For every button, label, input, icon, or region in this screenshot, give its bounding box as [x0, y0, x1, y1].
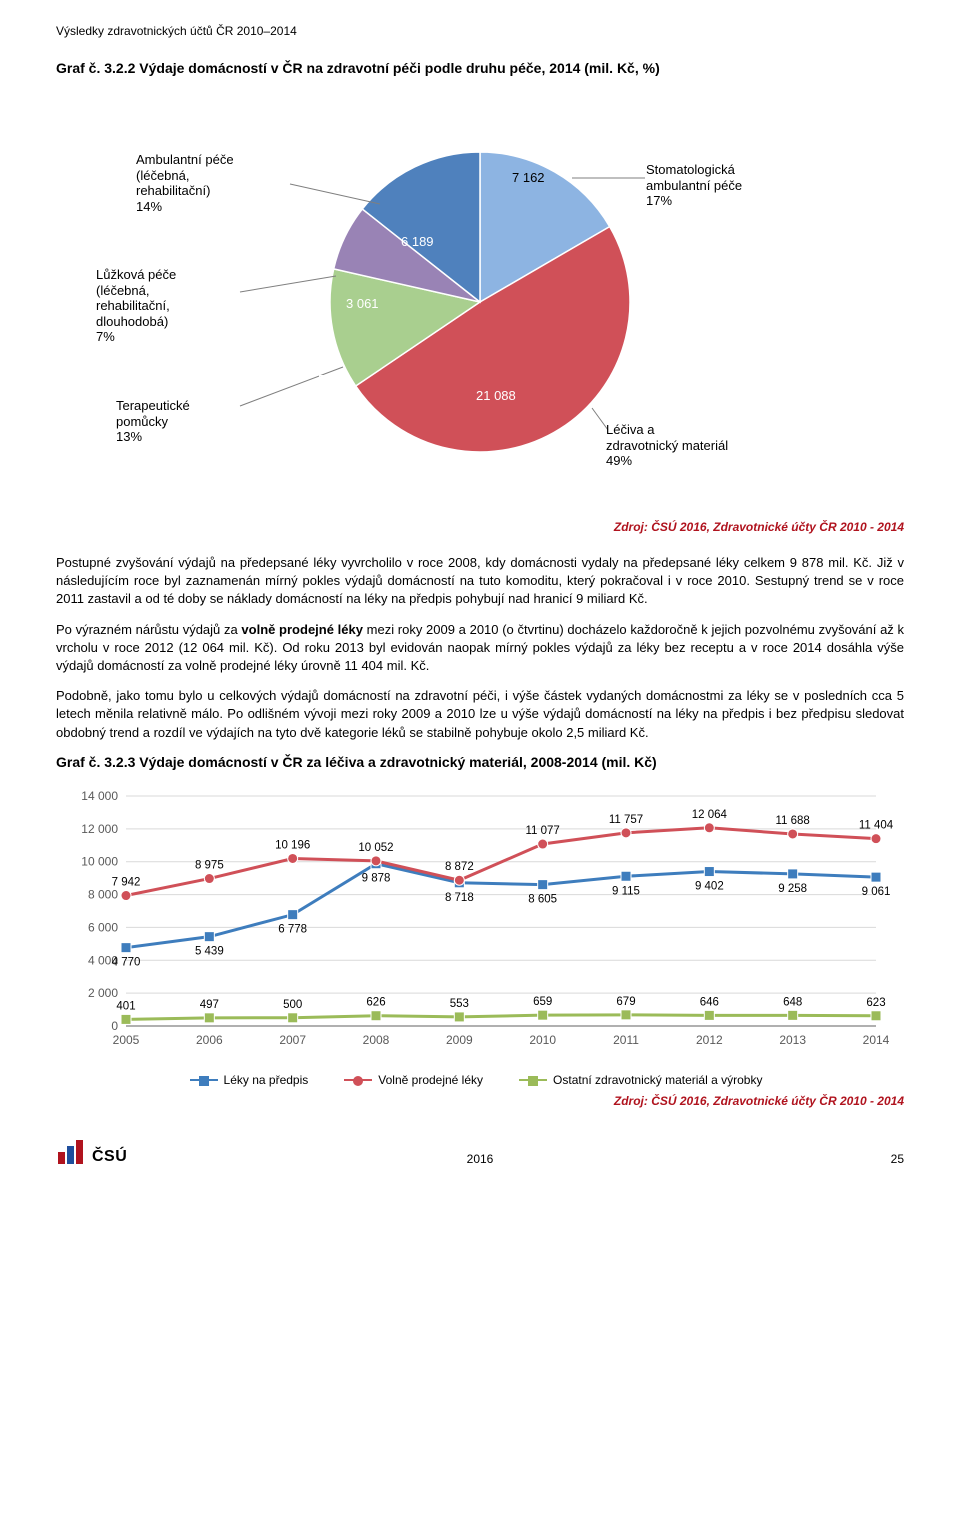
- svg-text:2 000: 2 000: [88, 986, 118, 1000]
- pie-value: 7 162: [512, 170, 545, 185]
- svg-text:2011: 2011: [613, 1033, 639, 1047]
- svg-text:11 077: 11 077: [526, 825, 560, 837]
- svg-text:10 196: 10 196: [275, 839, 310, 851]
- svg-text:497: 497: [200, 999, 219, 1011]
- svg-text:2005: 2005: [113, 1033, 140, 1047]
- svg-text:7 942: 7 942: [112, 876, 141, 888]
- line-chart: 02 0004 0006 0008 00010 00012 00014 0002…: [56, 786, 896, 1066]
- svg-text:401: 401: [116, 1000, 135, 1012]
- svg-text:2013: 2013: [779, 1033, 806, 1047]
- legend-label: Léky na předpis: [224, 1073, 309, 1087]
- pie-value: 6 189: [401, 234, 434, 249]
- csu-logo-icon: [56, 1136, 92, 1166]
- svg-text:2009: 2009: [446, 1033, 473, 1047]
- svg-text:646: 646: [700, 996, 719, 1008]
- pie-label: Terapeutické pomůcky 13%: [116, 398, 190, 445]
- line-series: [126, 863, 876, 947]
- svg-text:9 258: 9 258: [778, 883, 807, 895]
- svg-text:6 778: 6 778: [278, 923, 307, 935]
- svg-text:10 000: 10 000: [81, 854, 118, 868]
- svg-text:9 115: 9 115: [612, 885, 640, 897]
- svg-text:659: 659: [533, 996, 552, 1008]
- legend-item: Volně prodejné léky: [344, 1073, 483, 1087]
- legend-item: Léky na předpis: [190, 1073, 309, 1087]
- legend-label: Volně prodejné léky: [378, 1073, 483, 1087]
- csu-logo-text: ČSÚ: [92, 1148, 127, 1166]
- svg-text:11 404: 11 404: [859, 819, 894, 831]
- pie-label: Léčiva a zdravotnický materiál 49%: [606, 422, 728, 469]
- svg-text:10 052: 10 052: [358, 842, 393, 854]
- svg-text:6 000: 6 000: [88, 920, 118, 934]
- svg-text:648: 648: [783, 996, 802, 1008]
- chart2-source: Zdroj: ČSÚ 2016, Zdravotnické účty ČR 20…: [56, 1094, 904, 1108]
- pie-chart-area: Stomatologická ambulantní péče 17% 7 162 L…: [56, 92, 904, 512]
- chart1-heading: Graf č. 3.2.2 Výdaje domácností v ČR na …: [56, 60, 904, 76]
- svg-text:2014: 2014: [863, 1033, 890, 1047]
- chart2-heading: Graf č. 3.2.3 Výdaje domácností v ČR za …: [56, 754, 904, 770]
- svg-text:679: 679: [616, 996, 635, 1008]
- pie-value: 3 061: [346, 296, 379, 311]
- pie-value: 5 602: [318, 372, 351, 387]
- page-number: 25: [891, 1152, 904, 1166]
- svg-text:11 688: 11 688: [776, 815, 810, 827]
- svg-text:12 064: 12 064: [692, 808, 728, 820]
- line-legend: Léky na předpis Volně prodejné léky Ostatn…: [56, 1073, 896, 1087]
- svg-text:626: 626: [366, 996, 385, 1008]
- svg-text:11 757: 11 757: [609, 814, 643, 826]
- svg-text:2008: 2008: [363, 1033, 390, 1047]
- csu-logo: ČSÚ: [56, 1136, 127, 1166]
- svg-text:14 000: 14 000: [81, 789, 118, 803]
- svg-text:2012: 2012: [696, 1033, 723, 1047]
- svg-text:553: 553: [450, 998, 469, 1010]
- paragraph-3: Podobně, jako tomu bylo u celkových výda…: [56, 687, 904, 742]
- svg-text:4 770: 4 770: [112, 956, 141, 968]
- pie-label: Ambulantní péče (léčebná, rehabilitační)…: [136, 152, 234, 214]
- svg-text:8 872: 8 872: [445, 861, 474, 873]
- paragraph-1: Postupné zvyšování výdajů na předepsané …: [56, 554, 904, 609]
- running-header: Výsledky zdravotnických účtů ČR 2010–201…: [56, 24, 904, 38]
- svg-text:2007: 2007: [279, 1033, 306, 1047]
- pie-value: 21 088: [476, 388, 516, 403]
- pie-label: Lůžková péče (léčebná, rehabilitační, dl…: [96, 267, 176, 345]
- svg-text:2010: 2010: [529, 1033, 556, 1047]
- svg-text:9 402: 9 402: [695, 880, 724, 892]
- svg-text:8 000: 8 000: [88, 887, 118, 901]
- svg-text:500: 500: [283, 998, 302, 1010]
- legend-item: Ostatní zdravotnický materiál a výrobky: [519, 1073, 762, 1087]
- line-chart-area: 02 0004 0006 0008 00010 00012 00014 0002…: [56, 786, 896, 1086]
- footer-year: 2016: [467, 1152, 494, 1166]
- pie-label: Stomatologická ambulantní péče 17%: [646, 162, 742, 209]
- svg-text:8 975: 8 975: [195, 859, 224, 871]
- svg-text:8 718: 8 718: [445, 891, 474, 903]
- svg-text:5 439: 5 439: [195, 945, 224, 957]
- legend-label: Ostatní zdravotnický materiál a výrobky: [553, 1073, 762, 1087]
- svg-text:9 061: 9 061: [862, 886, 891, 898]
- svg-text:623: 623: [866, 996, 885, 1008]
- paragraph-2: Po výrazném nárůstu výdajů za volně prod…: [56, 621, 904, 676]
- svg-text:12 000: 12 000: [81, 822, 118, 836]
- svg-text:9 878: 9 878: [362, 872, 391, 884]
- chart1-source: Zdroj: ČSÚ 2016, Zdravotnické účty ČR 20…: [56, 520, 904, 534]
- svg-text:8 605: 8 605: [528, 893, 557, 905]
- line-series: [126, 1015, 876, 1020]
- page: Výsledky zdravotnických účtů ČR 2010–201…: [0, 0, 960, 1190]
- svg-text:0: 0: [111, 1019, 118, 1033]
- svg-text:2006: 2006: [196, 1033, 223, 1047]
